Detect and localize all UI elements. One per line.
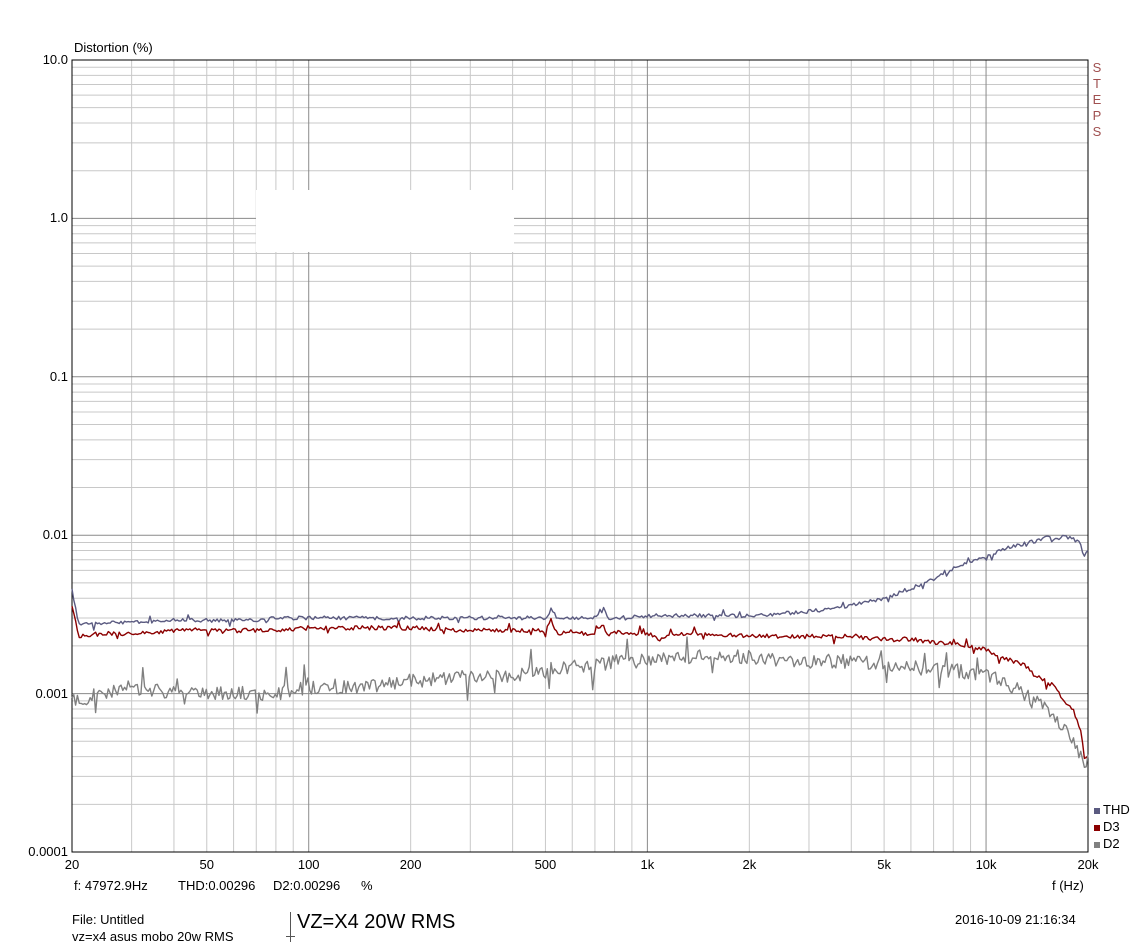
x-tick-label: 50 <box>199 857 214 872</box>
cursor-marker <box>290 912 291 942</box>
steps-label: S T E P S <box>1091 60 1103 140</box>
legend-label: THD <box>1103 802 1130 817</box>
legend-item-d3: D3 <box>1094 819 1120 834</box>
timestamp: 2016-10-09 21:16:34 <box>955 912 1076 927</box>
steps-letter: S <box>1092 124 1102 139</box>
x-axis-title: f (Hz) <box>1052 878 1084 893</box>
x-tick-label: 20 <box>64 857 80 872</box>
legend-item-d2: D2 <box>1094 836 1120 851</box>
series-line-thd <box>71 534 1089 631</box>
series-line-d2 <box>71 636 1089 768</box>
readout-unit: % <box>361 878 373 893</box>
minor-grid <box>72 60 1088 852</box>
legend-swatch <box>1094 807 1100 814</box>
legend-label: D2 <box>1103 836 1120 851</box>
legend-item-thd: THD <box>1094 802 1130 817</box>
series-line-d3 <box>71 606 1089 760</box>
blanked-region <box>256 190 514 252</box>
steps-letter: E <box>1092 92 1102 107</box>
legend-swatch <box>1094 824 1100 831</box>
x-tick-label: 200 <box>399 857 422 872</box>
major-grid <box>72 60 1088 852</box>
cursor-marker-tick <box>286 936 295 937</box>
legend-label: D3 <box>1103 819 1120 834</box>
y-tick-label: 1.0 <box>49 210 68 226</box>
steps-letter: T <box>1093 76 1101 91</box>
y-tick-label: 0.1 <box>49 368 68 384</box>
x-tick-label: 20k <box>1077 857 1099 872</box>
x-tick-label: 1k <box>640 857 655 872</box>
x-tick-label: 2k <box>742 857 757 872</box>
file-description: vz=x4 asus mobo 20w RMS <box>72 929 234 944</box>
y-tick-label: 0.001 <box>35 685 68 701</box>
series-layer <box>71 534 1089 768</box>
steps-letter: P <box>1092 108 1102 123</box>
chart-title: VZ=X4 20W RMS <box>297 911 456 933</box>
x-tick-label: 100 <box>297 857 320 872</box>
steps-letter: S <box>1092 60 1102 75</box>
readout-frequency: f: 47972.9Hz <box>74 878 148 893</box>
y-tick-label: 0.0001 <box>28 844 68 859</box>
legend-swatch <box>1094 841 1100 848</box>
y-axis-title: Distortion (%) <box>74 40 153 55</box>
plot-frame <box>71 59 1089 853</box>
x-tick-label: 5k <box>877 857 891 872</box>
y-tick-label: 10.0 <box>42 52 68 67</box>
readout-d2: D2:0.00296 <box>273 878 341 893</box>
x-tick-label: 10k <box>975 857 997 872</box>
file-name: File: Untitled <box>72 912 145 927</box>
y-tick-label: 0.01 <box>42 527 68 543</box>
x-tick-label: 500 <box>534 857 557 872</box>
readout-thd: THD:0.00296 <box>178 878 256 893</box>
